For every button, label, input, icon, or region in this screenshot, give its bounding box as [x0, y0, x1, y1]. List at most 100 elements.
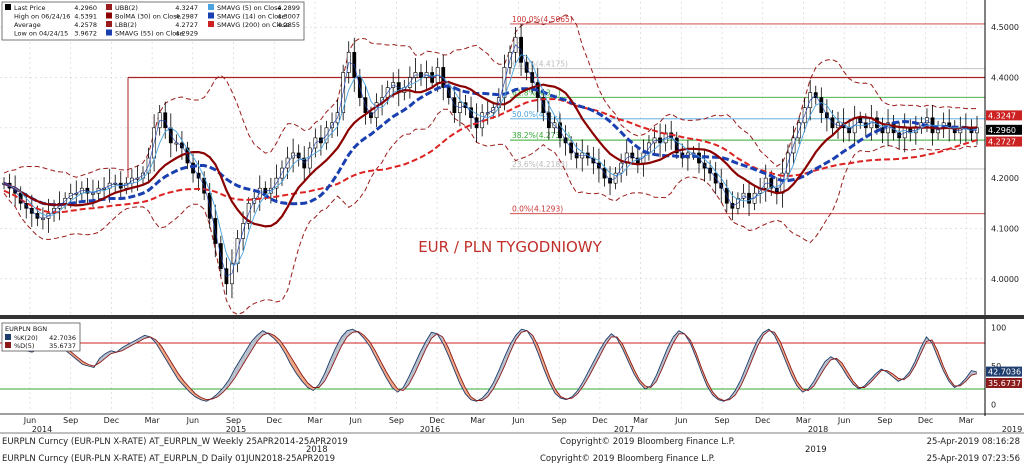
oscillator-fill	[453, 361, 460, 383]
oscillator-legend-swatch	[5, 334, 11, 340]
oscillator-fill	[380, 361, 387, 379]
month-tick-label: Dec	[592, 416, 607, 425]
footer-year-2018: 2018	[306, 445, 328, 455]
legend-value: 3.9672	[74, 30, 97, 38]
month-tick-label: Dec	[267, 416, 282, 425]
y-tick-label: 4.2000	[991, 174, 1019, 183]
oscillator-fill	[184, 381, 190, 393]
oscillator-fill	[330, 347, 336, 371]
oscillator-fill	[538, 346, 544, 370]
oscillator-fill	[127, 341, 134, 348]
oscillator-fill	[791, 369, 797, 386]
year-tick-label: 2015	[226, 425, 246, 434]
oscillator-fill	[245, 341, 252, 360]
oscillator-fill	[639, 379, 646, 389]
oscillator-fill	[667, 336, 674, 356]
price-tag-label: 4.3247	[988, 111, 1016, 120]
month-tick-label: Jun	[186, 416, 200, 425]
fib-level-label: 61.8%(4.4175)	[512, 60, 568, 69]
oscillator-k-line	[3, 328, 978, 402]
oscillator-fill	[510, 335, 516, 353]
footer-line-1: EURPLN Curncy (EUR-PLN X-RATE) AT_EURPLN…	[0, 436, 1024, 448]
oscillator-fill	[797, 381, 803, 393]
oscillator-fill	[448, 347, 454, 370]
footer-year-2019: 2019	[805, 445, 827, 455]
oscillator-legend-label: %K(20)	[14, 334, 38, 342]
price-tag-box	[986, 136, 1022, 147]
legend-label: Average	[14, 21, 41, 29]
oscillator-fill	[425, 332, 432, 350]
oscillator-fill	[71, 352, 78, 360]
legend-label: UBB(2)	[115, 4, 138, 12]
oscillator-tag-label: 35.6737	[988, 379, 1021, 388]
year-tick-label: 2017	[614, 425, 634, 434]
oscillator-fill	[257, 330, 263, 342]
main-legend-box	[1, 1, 305, 41]
oscillator-fill	[223, 379, 229, 393]
legend-label: SMAVG (55) on Close	[115, 30, 184, 38]
legend-value: 4.2578	[74, 21, 97, 29]
oscillator-fill	[656, 361, 662, 382]
oscillator-fill	[279, 339, 286, 354]
oscillator-fill	[504, 344, 511, 366]
oscillator-fill	[240, 350, 246, 370]
oscillator-fill	[234, 359, 241, 379]
legend-swatch	[208, 4, 214, 10]
oscillator-fill	[341, 330, 348, 347]
oscillator-fill	[408, 364, 415, 385]
oscillator-fill	[588, 359, 595, 377]
fib-level-label: 23.6%(4.2183)	[512, 160, 568, 169]
oscillator-fill	[600, 339, 606, 356]
legend-value: 4.3007	[277, 13, 300, 21]
year-tick-label: 2014	[32, 425, 52, 434]
y-tick-label: 4.0000	[991, 275, 1019, 284]
legend-swatch	[208, 12, 214, 19]
oscillator-fill	[302, 375, 308, 388]
month-tick-label: Jun	[837, 416, 851, 425]
oscillator-fill	[324, 359, 331, 382]
oscillator-fill	[414, 352, 421, 374]
legend-swatch	[106, 12, 112, 19]
oscillator-fill	[307, 382, 314, 391]
oscillator-fill	[392, 381, 398, 393]
fib-level-label: 0.0%(4.1293)	[512, 205, 563, 214]
lower-bollinger-band	[3, 108, 978, 316]
year-tick-label: 2018	[808, 425, 828, 434]
oscillator-fill	[217, 387, 224, 397]
moving-averages	[3, 44, 978, 277]
upper-bollinger-band	[3, 14, 977, 178]
month-tick-label: Dec	[918, 416, 933, 425]
oscillator-tick-label: 50	[991, 362, 1001, 371]
fib-level-label: 50.0%(4.3...)	[512, 110, 561, 119]
oscillator-fill	[819, 361, 826, 377]
oscillator-tag-box	[986, 377, 1022, 388]
oscillator-fill	[290, 356, 297, 374]
month-tick-label: Mar	[145, 416, 161, 425]
oscillator-fill	[375, 350, 381, 368]
oscillator-fill	[386, 372, 393, 388]
panel-separator	[0, 315, 1024, 319]
oscillator-fill	[285, 347, 291, 365]
oscillator-fill	[99, 353, 106, 363]
oscillator-legend-label: %D(5)	[14, 342, 34, 350]
legend-label: High on 06/24/16	[14, 13, 70, 21]
month-tick-label: Sep	[552, 416, 567, 425]
oscillator-fill	[842, 362, 848, 377]
legend-value: 4.2727	[175, 21, 198, 29]
oscillator-fill	[274, 335, 280, 345]
oscillator-fill	[892, 373, 899, 382]
legends: Last Price 4.2960 High on 06/24/16 4.5391 Av…	[1, 1, 305, 352]
oscillator-tick-label: 0	[991, 400, 996, 409]
oscillator-fill	[105, 350, 111, 359]
oscillator-fill	[870, 373, 876, 383]
oscillator-fill	[735, 379, 741, 396]
fib-level-label: 38.2%(4.273...)	[512, 131, 570, 140]
oscillator-fill	[251, 335, 258, 351]
fib-level-label: 100.0%(4.5065)	[512, 15, 573, 24]
oscillator-fill	[493, 370, 499, 389]
oscillator-fill	[167, 355, 173, 371]
footer-copyright-1: Copyright© 2019 Bloomberg Finance L.P.	[560, 437, 736, 447]
oscillator-fill	[139, 335, 145, 342]
month-tick-label: Jun	[23, 416, 37, 425]
footer-timestamp-2: 25-Apr-2019 07:23:56	[926, 454, 1020, 464]
